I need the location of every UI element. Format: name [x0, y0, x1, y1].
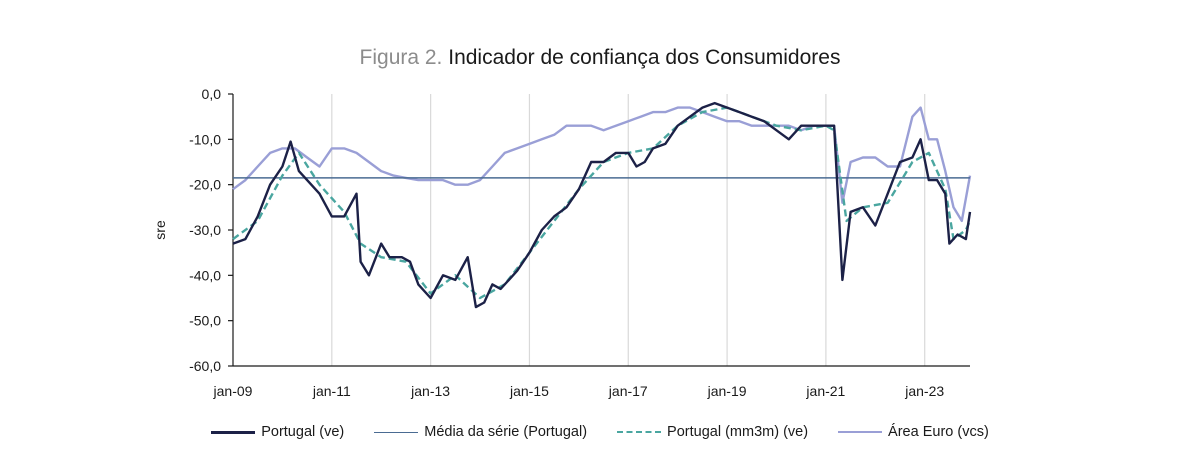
chart-title-prefix: Figura 2.	[359, 46, 443, 69]
series-line-area-euro	[232, 106, 972, 223]
legend-label-media: Média da série (Portugal)	[424, 424, 588, 440]
legend-swatch-portugal	[211, 430, 256, 434]
x-tick-label: jan-11	[312, 383, 351, 399]
legend-swatch-mm3m	[617, 431, 662, 433]
x-tick-label: jan-21	[805, 383, 845, 399]
x-tick-label: jan-23	[904, 383, 944, 399]
y-tick-label: 0,0	[202, 86, 222, 102]
chart-title-text: Indicador de confiança dos Consumidores	[448, 46, 841, 69]
legend-item-media: Média da série (Portugal)	[374, 424, 587, 440]
x-tick-label: jan-09	[213, 383, 253, 399]
legend-item-euro: Área Euro (vcs)	[838, 424, 989, 440]
legend-swatch-euro	[838, 431, 883, 433]
y-tick-label: -10,0	[189, 131, 221, 147]
y-tick-label: -60,0	[189, 358, 221, 374]
y-axis-label: sre	[152, 220, 168, 240]
y-tick-label: -50,0	[189, 313, 221, 329]
legend-swatch-media	[374, 431, 419, 433]
y-tick-label: -30,0	[189, 222, 221, 238]
legend: Portugal (ve) Média da série (Portugal) …	[0, 424, 1200, 440]
series-line-portugal	[232, 101, 972, 309]
legend-item-mm3m: Portugal (mm3m) (ve)	[617, 424, 808, 440]
x-tick-label: jan-15	[509, 383, 549, 399]
series-line-portugal-mm3m	[232, 106, 972, 300]
y-tick-label: -40,0	[189, 267, 221, 283]
chart-title: Figura 2. Indicador de confiança dos Con…	[0, 46, 1200, 70]
legend-label-euro: Área Euro (vcs)	[888, 424, 989, 440]
x-tick-label: jan-13	[410, 383, 450, 399]
y-tick-label: -20,0	[189, 177, 221, 193]
legend-label-portugal: Portugal (ve)	[261, 424, 345, 440]
legend-item-portugal: Portugal (ve)	[211, 424, 344, 440]
legend-label-mm3m: Portugal (mm3m) (ve)	[667, 424, 809, 440]
x-tick-label: jan-19	[707, 383, 747, 399]
x-tick-label: jan-17	[608, 383, 648, 399]
